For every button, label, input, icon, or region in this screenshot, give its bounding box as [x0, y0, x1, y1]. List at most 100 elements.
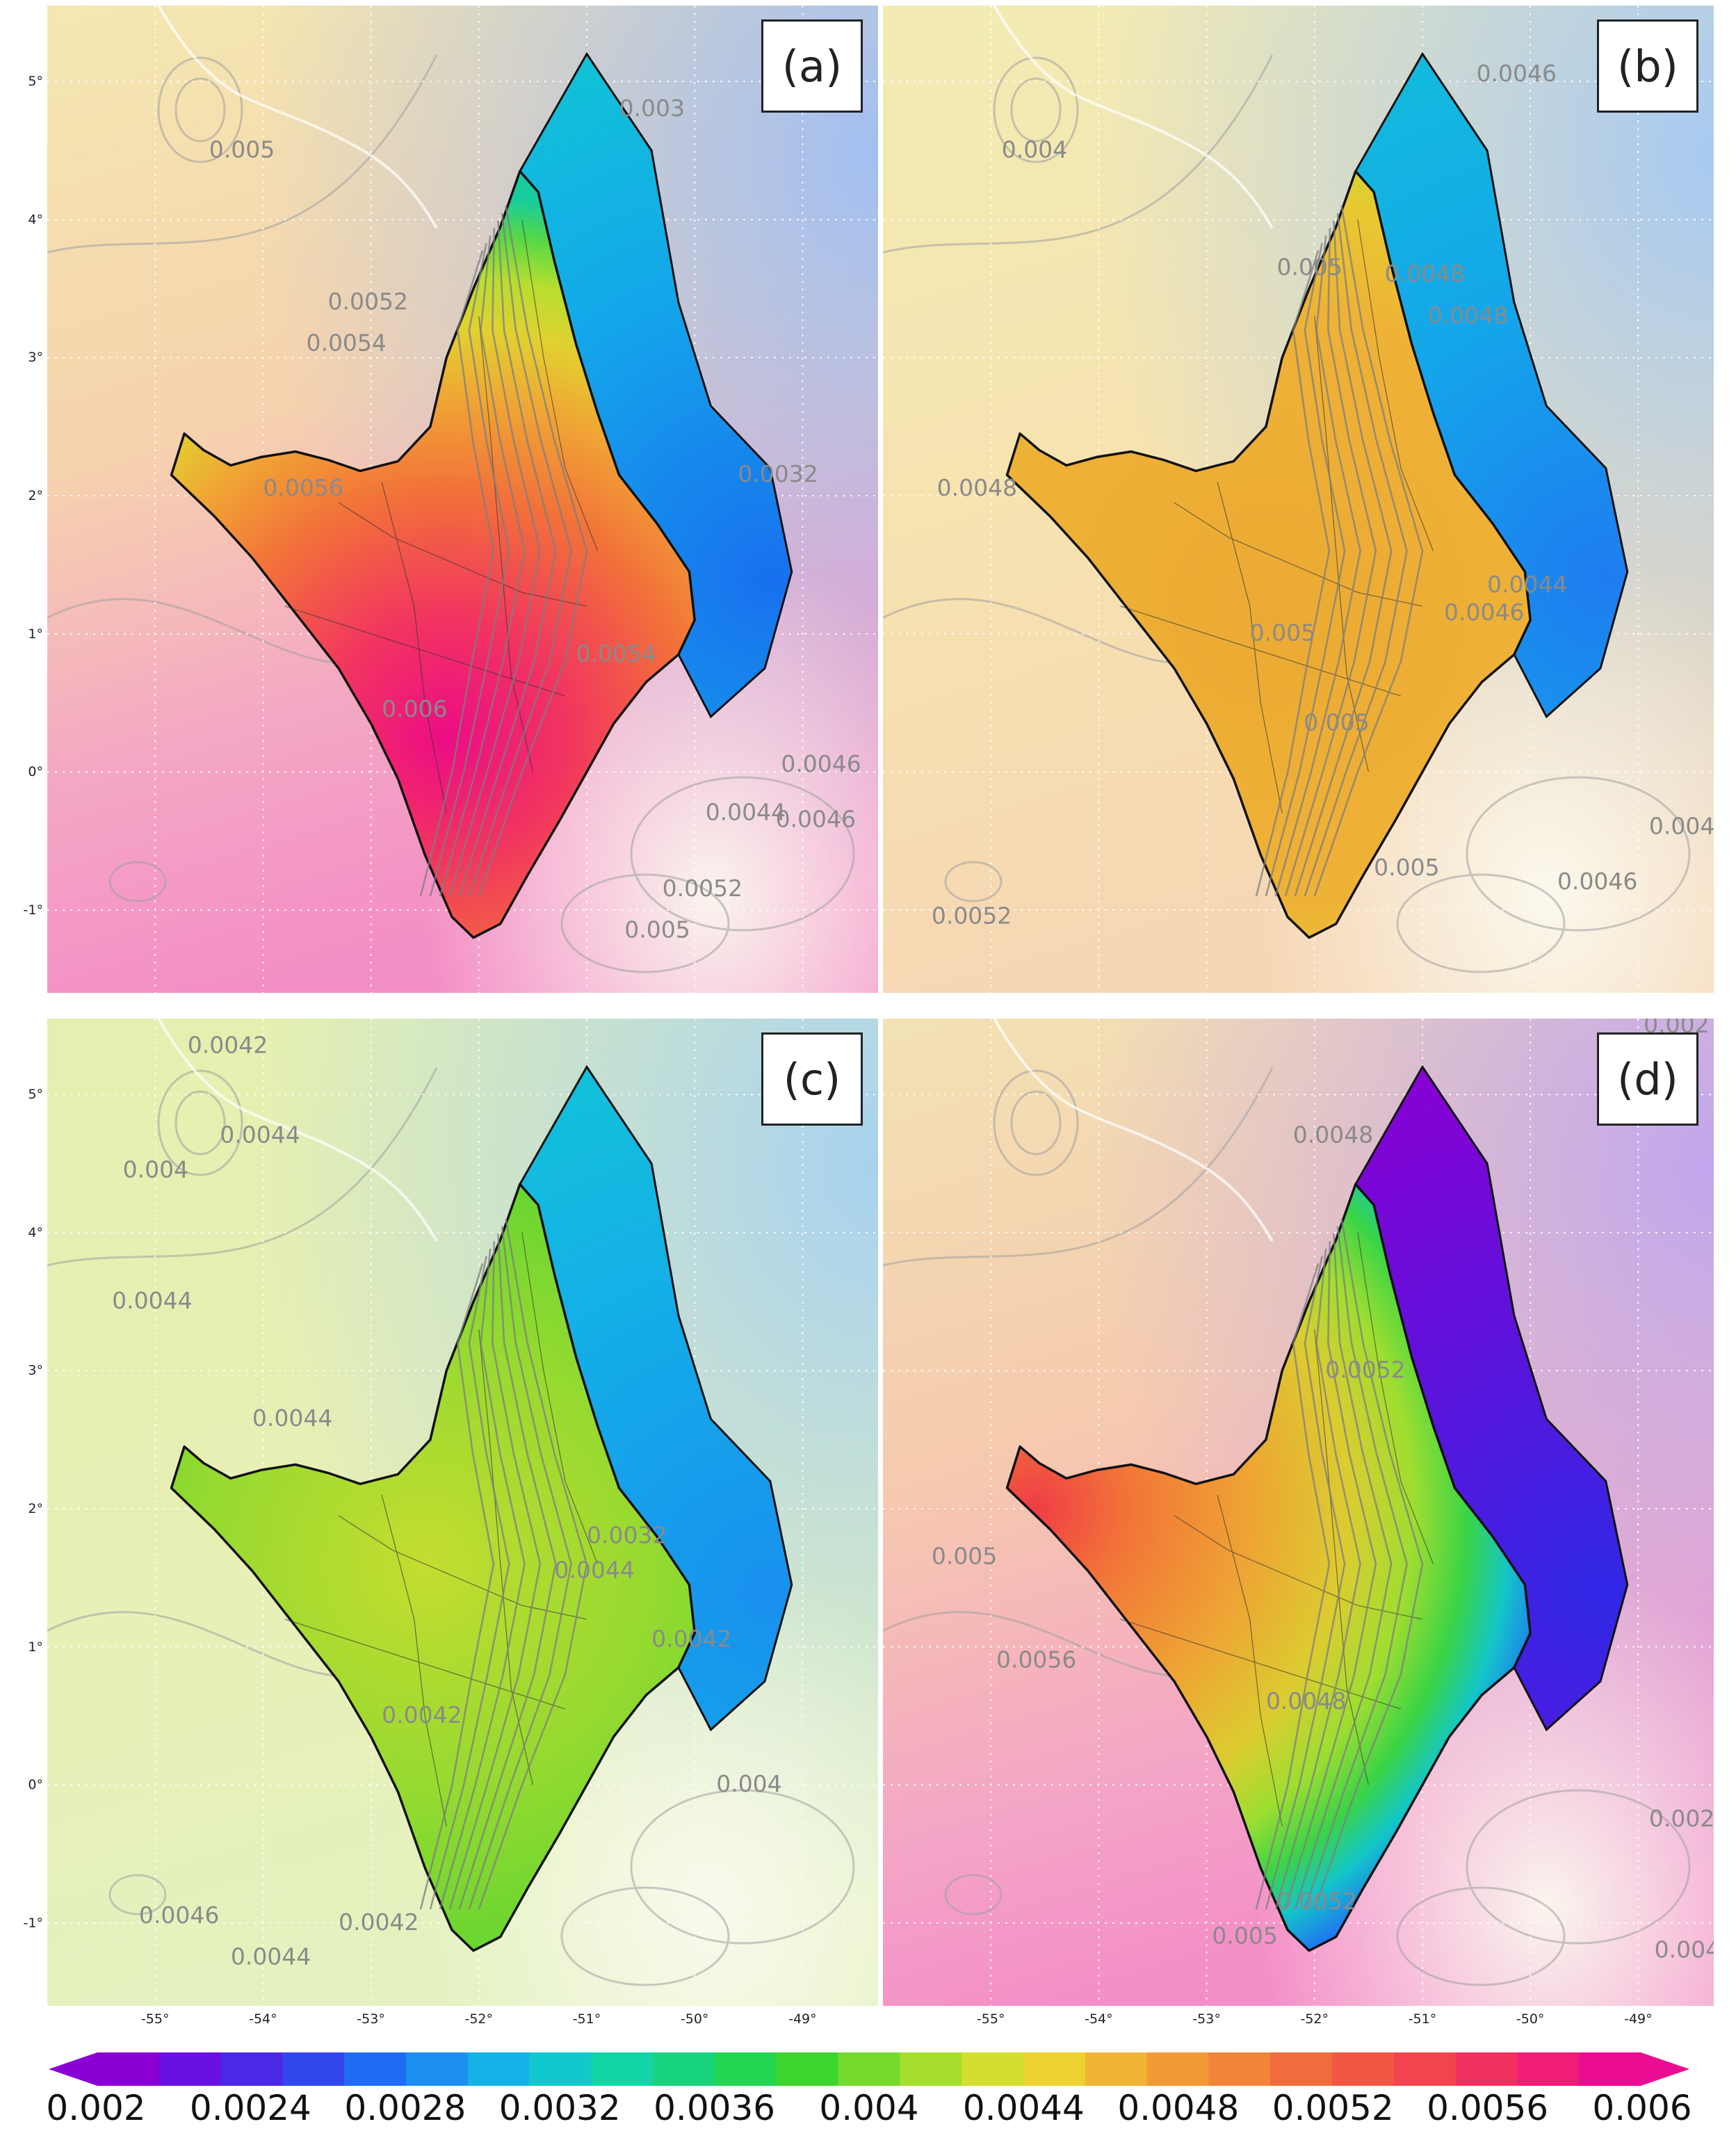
colorbar-bin [1085, 2052, 1148, 2086]
boundary-line [521, 1232, 599, 1564]
colorbar-bin [653, 2052, 715, 2086]
contour-line [1304, 213, 1408, 897]
contour-label: 0.0048 [937, 474, 1017, 501]
boundary-line [1217, 482, 1283, 813]
contour-label: 0.0048 [1293, 1121, 1373, 1149]
contour-label: 0.0052 [663, 875, 743, 902]
contour-label: 0.0046 [1444, 599, 1524, 626]
contour-ellipse [993, 56, 1079, 163]
contour-line [1265, 243, 1346, 897]
colorbar-bin [282, 2052, 345, 2086]
map-panel-b: 0.0046 0.004 0.005 0.0048 0.0048 0.0048 0.0044… [883, 6, 1714, 993]
contour-line [1294, 1233, 1393, 1910]
contour-label: 0.005 [1276, 253, 1342, 280]
municipal-boundaries [284, 219, 599, 813]
lat-tick-label: 4° [28, 1224, 43, 1240]
contour-line [1255, 1263, 1331, 1910]
contour-ellipse [560, 1886, 730, 1986]
contour-label: 0.0046 [139, 1902, 219, 1929]
boundary-line [338, 1515, 587, 1620]
contour-ellipse [1466, 776, 1691, 932]
lat-tick-label: 3° [28, 350, 43, 366]
boundary-line [284, 606, 566, 697]
contour-line [1294, 220, 1393, 897]
boundary-line [1120, 606, 1402, 697]
contour-label: 0.004 [1002, 136, 1067, 163]
contour-ellipse [108, 1874, 167, 1915]
contour-label: 0.0046 [1557, 868, 1637, 895]
contour-label: 0.005 [209, 136, 275, 163]
contour-line [419, 1263, 495, 1910]
colorbar-bin [715, 2052, 777, 2086]
contour-label: 0.0048 [1428, 302, 1508, 329]
contour-label: 0.0054 [576, 640, 656, 667]
contour-label: 0.005 [1374, 854, 1439, 881]
colorbar-tick-label: 0.006 [1592, 2088, 1692, 2128]
boundary-line [1120, 1619, 1402, 1710]
contour-line [1284, 1241, 1377, 1910]
boundary-line [1357, 1232, 1434, 1564]
contour-labels: 0.0046 0.004 0.005 0.0048 0.0048 0.0048 0.0044… [932, 60, 1714, 929]
map-panel-a: 0.005 0.0052 0.0054 0.0056 0.006 0.0054 0.0032… [47, 6, 878, 993]
contour-ellipse [175, 77, 226, 143]
contour-ellipse [630, 1789, 855, 1945]
boundary-line [381, 482, 447, 813]
colorbar-svg [49, 2052, 1689, 2086]
contour-line [478, 205, 588, 897]
lon-tick-label: -52° [464, 2011, 494, 2027]
boundary-line [1217, 1495, 1283, 1826]
colorbar-bin [406, 2052, 469, 2086]
contour-label: 0.0026 [1649, 1805, 1714, 1832]
lon-tick-label: -51° [1408, 2011, 1437, 2027]
contour-line [439, 235, 526, 897]
colorbar-tick-label: 0.0052 [1272, 2088, 1394, 2128]
colorbar-tick-label: 0.0024 [189, 2088, 311, 2128]
panel-label: (d) [1597, 1032, 1698, 1126]
contour-ellipse [630, 776, 855, 932]
map-canvas: 0.0046 0.004 0.005 0.0048 0.0048 0.0048 0.0044… [883, 6, 1714, 993]
contour-ellipse [1396, 873, 1566, 973]
contour-line [478, 1218, 588, 1910]
colorbar-bin [776, 2052, 839, 2086]
map-panel-c: 0.0042 0.0044 0.004 0.0044 0.0044 0.0032 0.004… [47, 1019, 878, 2006]
contour-label: 0.005 [624, 916, 690, 943]
contour-line [1265, 1256, 1346, 1910]
panel-label: (b) [1597, 19, 1698, 113]
contour-label: 0.0042 [1655, 1936, 1714, 1963]
colorbar-tick-label: 0.0032 [498, 2088, 621, 2128]
colorbar-bin [838, 2052, 900, 2086]
boundary-line [521, 219, 599, 551]
colorbar-bin [900, 2052, 962, 2086]
municipal-boundaries [1120, 219, 1434, 813]
boundary-line [338, 502, 587, 607]
contour-ellipse [1466, 1789, 1691, 1945]
contour-label: 0.0044 [112, 1287, 192, 1314]
land-contours [419, 205, 588, 897]
boundary-line [1174, 1515, 1423, 1620]
lon-tick-label: -54° [249, 2011, 277, 2027]
colorbar-tick-label: 0.002 [46, 2088, 146, 2128]
contour-line [429, 243, 510, 897]
lat-tick-label: -1° [23, 902, 43, 918]
contour-ellipse [944, 1874, 1003, 1915]
contour-line [1284, 228, 1377, 897]
lon-tick-label: -50° [1516, 2011, 1545, 2027]
contour-line [429, 1256, 510, 1910]
panel-label: (c) [761, 1032, 863, 1126]
contour-label: 0.0032 [587, 1522, 667, 1549]
contour-labels: 0.005 0.0052 0.0054 0.0056 0.006 0.0054 0.0032… [209, 95, 861, 943]
contour-label: 0.0048 [1266, 1687, 1346, 1715]
lat-tick-label: 0° [28, 764, 43, 780]
contour-label: 0.005 [1250, 619, 1315, 647]
contour-line [419, 250, 495, 897]
contour-labels: 0.0042 0.0044 0.004 0.0044 0.0044 0.0032 0.004… [112, 1032, 782, 1970]
colorbar-bin [1146, 2052, 1209, 2086]
contour-label: 0.0042 [651, 1626, 731, 1653]
map-panel-d: 0.002 0.0048 0.0052 0.005 0.0048 0.0056 0.0052… [883, 1019, 1714, 2006]
contour-label: 0.0054 [306, 330, 386, 357]
contour-line [1313, 1218, 1424, 1910]
colorbar-bin [159, 2052, 222, 2086]
river-line [993, 6, 1274, 229]
contour-label: 0.0046 [1477, 60, 1557, 87]
contour-line [1304, 1226, 1408, 1910]
